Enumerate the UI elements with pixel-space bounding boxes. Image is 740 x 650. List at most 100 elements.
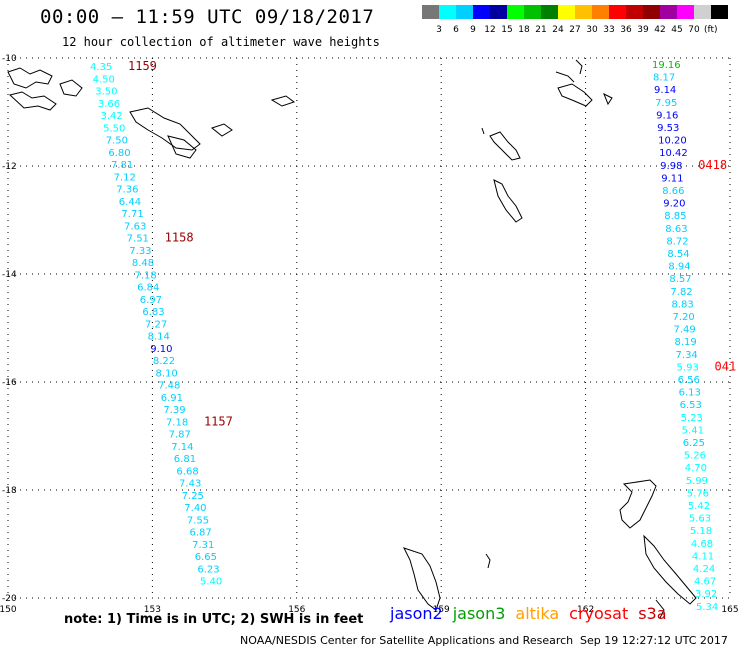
legend-swatch xyxy=(439,5,456,19)
wave-height-value: 8.85 xyxy=(664,211,686,222)
wave-height-value: 6.13 xyxy=(679,388,701,399)
satellite-name: jason3 xyxy=(452,604,506,623)
legend-label: 39 xyxy=(637,25,649,35)
wave-height-value: 4.35 xyxy=(90,62,112,73)
legend-label: 24 xyxy=(552,25,564,35)
wave-height-value: 9.16 xyxy=(656,110,678,121)
wave-height-value: 8.94 xyxy=(668,262,690,273)
x-tick-label: 150 xyxy=(0,605,17,615)
legend-label: 12 xyxy=(484,25,495,35)
wave-height-value: 8.48 xyxy=(132,258,154,269)
wave-height-value: 3.50 xyxy=(95,87,117,98)
wave-height-value: 9.11 xyxy=(661,173,683,184)
wave-height-value: 7.14 xyxy=(171,442,193,453)
wave-height-value: 7.82 xyxy=(670,287,692,298)
altimeter-tracks: 4.354.50 3.503.663.425.50 7.506.807.817.12… xyxy=(90,59,736,613)
y-tick-label: -20 xyxy=(2,594,17,604)
wave-height-value: 7.40 xyxy=(184,503,206,514)
wave-height-value: 5.34 xyxy=(696,602,718,613)
wave-height-value: 7.43 xyxy=(179,479,201,490)
wave-height-value: 7.34 xyxy=(676,350,698,361)
wave-height-value: 9.14 xyxy=(654,85,676,96)
legend-swatch xyxy=(473,5,490,19)
wave-height-value: 8.66 xyxy=(662,186,684,197)
wave-height-value: 8.22 xyxy=(153,356,175,367)
wave-height-value: 10.20 xyxy=(658,136,687,147)
time-label: 1157 xyxy=(204,414,233,428)
wave-height-value: 6.87 xyxy=(190,528,212,539)
legend-swatch xyxy=(592,5,609,19)
legend-swatch xyxy=(575,5,592,19)
wave-height-value: 7.12 xyxy=(114,172,136,183)
wave-height-value: 8.63 xyxy=(665,224,687,235)
wave-height-value: 6.97 xyxy=(140,295,162,306)
legend-swatch xyxy=(643,5,660,19)
legend-swatch xyxy=(490,5,507,19)
wave-height-value: 4.67 xyxy=(694,577,716,588)
legend-label: 36 xyxy=(620,25,632,35)
wave-height-value: 7.33 xyxy=(129,246,151,257)
legend-label: 45 xyxy=(671,25,682,35)
wave-height-value: 5.23 xyxy=(681,413,703,424)
wave-height-value: 4.24 xyxy=(693,564,715,575)
wave-height-value: 7.95 xyxy=(655,98,677,109)
legend-swatch xyxy=(626,5,643,19)
wave-height-value: 6.81 xyxy=(174,454,196,465)
credit-text: NOAA/NESDIS Center for Satellite Applica… xyxy=(240,634,574,647)
wave-height-value: 7.18 xyxy=(135,270,157,281)
legend-label: 27 xyxy=(569,25,580,35)
wave-height-value: 7.20 xyxy=(672,312,694,323)
wave-height-value: 5.76 xyxy=(687,488,709,499)
y-tick-label: -14 xyxy=(2,270,17,280)
wave-height-value: 7.49 xyxy=(673,325,695,336)
wave-height-value: 5.50 xyxy=(103,123,125,134)
wave-height-value: 7.18 xyxy=(166,417,188,428)
x-tick-label: 162 xyxy=(577,605,594,615)
wave-height-value: 4.70 xyxy=(685,463,707,474)
x-tick-label: 156 xyxy=(288,605,305,615)
wave-height-value: 8.17 xyxy=(653,73,675,84)
time-label: 1158 xyxy=(165,231,194,245)
wave-height-value: 8.54 xyxy=(667,249,689,260)
wave-height-value: 10.42 xyxy=(659,148,688,159)
wave-height-value: 7.27 xyxy=(145,319,167,330)
legend-swatch xyxy=(507,5,524,19)
y-tick-label: -18 xyxy=(2,486,17,496)
coastlines xyxy=(7,59,697,619)
legend-label: 6 xyxy=(453,25,459,35)
wave-height-value: 7.71 xyxy=(121,209,143,220)
wave-height-value: 7.25 xyxy=(182,491,204,502)
wave-height-value: 5.93 xyxy=(677,362,699,373)
time-label: 041 xyxy=(715,359,737,373)
map-grid xyxy=(7,57,731,599)
satellite-name: s3a xyxy=(638,604,667,623)
time-label: 1159 xyxy=(128,59,157,73)
wave-height-value: 7.63 xyxy=(124,221,146,232)
legend-swatch xyxy=(660,5,677,19)
wave-height-value: 9.98 xyxy=(660,161,682,172)
legend-swatch xyxy=(524,5,541,19)
wave-height-value: 6.80 xyxy=(108,148,130,159)
legend-label: 42 xyxy=(654,25,665,35)
wave-height-value: 8.83 xyxy=(671,299,693,310)
wave-height-value: 7.48 xyxy=(158,381,180,392)
legend-swatch xyxy=(677,5,694,19)
wave-height-value: 6.53 xyxy=(680,400,702,411)
wave-height-value: 7.36 xyxy=(116,185,138,196)
wave-height-value: 6.68 xyxy=(176,466,198,477)
x-tick-label: 159 xyxy=(433,605,450,615)
wave-height-value: 6.83 xyxy=(142,307,164,318)
satellite-name: jason2 xyxy=(390,604,443,623)
wave-height-value: 7.81 xyxy=(111,160,133,171)
wave-height-value: 9.10 xyxy=(150,344,172,355)
wave-height-value: 7.39 xyxy=(163,405,185,416)
legend-label: 21 xyxy=(535,25,546,35)
wave-height-value: 5.18 xyxy=(690,526,712,537)
legend-swatch xyxy=(422,5,439,19)
wave-height-value: 6.56 xyxy=(678,375,700,386)
wave-height-value: 7.55 xyxy=(187,515,209,526)
satellite-name: cryosat xyxy=(569,604,629,623)
wave-height-value: 6.23 xyxy=(197,564,219,575)
legend-swatch xyxy=(609,5,626,19)
